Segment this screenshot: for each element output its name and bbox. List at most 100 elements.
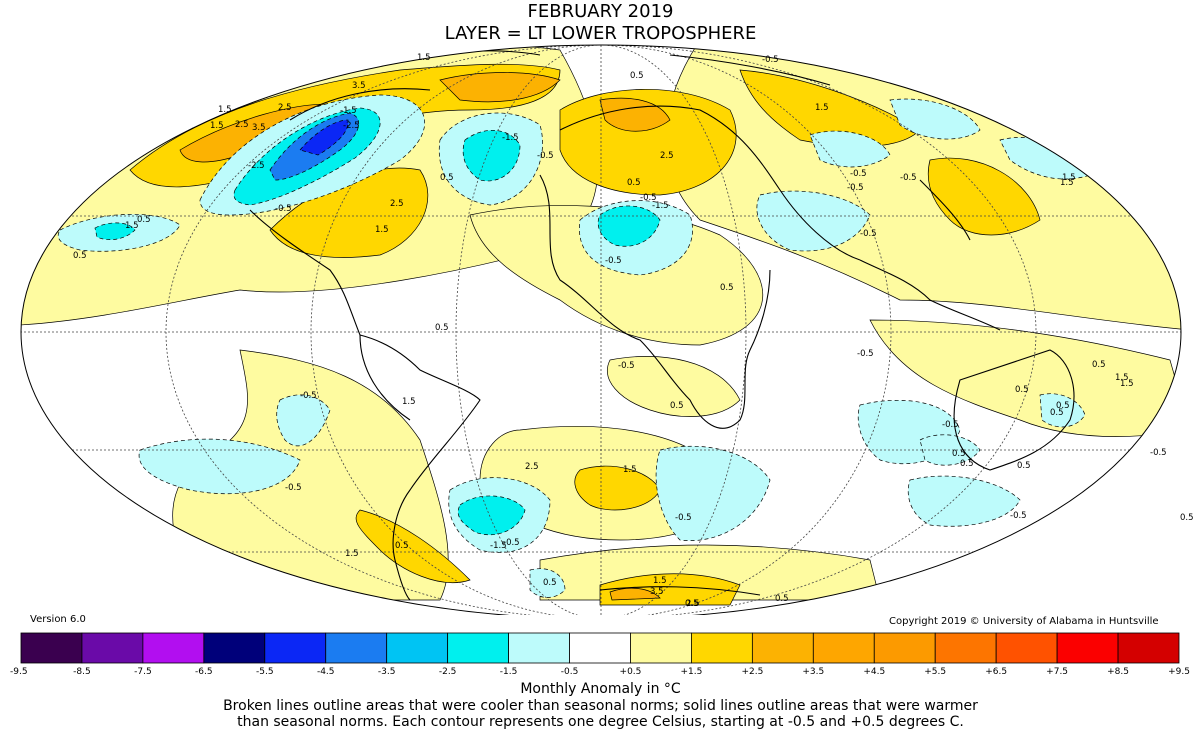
color-tick-label: -4.5 <box>317 667 335 677</box>
contour-label: 1.5 <box>402 397 416 407</box>
contour-label: -0.5 <box>1150 448 1167 458</box>
contour-label: 3.5 <box>352 81 366 91</box>
contour-label: -0.5 <box>300 391 317 401</box>
contour-label: 1.5 <box>218 105 232 115</box>
contour-label: -0.5 <box>537 151 554 161</box>
contour-label: 0.5 <box>395 541 409 551</box>
contour-label: 0.5 <box>627 178 641 188</box>
contour-label: 1.5 <box>1120 379 1134 389</box>
contour-label: 1.5 <box>417 53 431 63</box>
contour-label: 3.5 <box>252 123 266 133</box>
contour-label: 0.5 <box>440 173 454 183</box>
cool-anomaly-very-strong <box>299 119 349 156</box>
color-tick-label: +8.5 <box>1107 667 1129 677</box>
color-tick-label: +5.5 <box>924 667 946 677</box>
contour-label: -0.5 <box>503 538 520 548</box>
coastlines <box>249 50 1075 601</box>
color-tick-label: +3.5 <box>802 667 824 677</box>
contour-label: 1.5 <box>125 221 139 231</box>
anomaly-map: 1.53.52.51.5 2.51.50.5-0.5-1.5-2.5-0.5-1.… <box>20 44 1194 615</box>
contour-labels: 1.53.52.51.5 2.51.50.5-0.5-1.5-2.5-0.5-1.… <box>73 53 1194 609</box>
contour-label: 1.5 <box>375 225 389 235</box>
contour-label: 0.5 <box>73 251 87 261</box>
color-tick-label: -9.5 <box>10 667 28 677</box>
contour-label: 1.5 <box>815 103 829 113</box>
contour-label: 2.5 <box>525 462 539 472</box>
color-swatch <box>508 632 570 664</box>
contour-label: -0.5 <box>762 55 779 65</box>
color-swatch <box>325 632 388 664</box>
color-swatch <box>142 632 205 664</box>
color-swatch <box>264 632 327 664</box>
contour-label: -0.5 <box>857 349 874 359</box>
color-tick-label: +1.5 <box>680 667 702 677</box>
color-swatch <box>630 632 692 664</box>
contour-label: 1.5 <box>1115 373 1129 383</box>
color-swatch <box>1117 632 1180 664</box>
contour-label: 2.5 <box>235 120 249 130</box>
color-tick-label: +2.5 <box>741 667 763 677</box>
color-swatch <box>934 632 997 664</box>
contour-label: 0.5 <box>775 594 789 604</box>
anomaly-fields <box>21 45 1181 615</box>
color-tick-label: +0.5 <box>620 667 642 677</box>
contour-label: -0.5 <box>942 420 959 430</box>
contour-label: 0.5 <box>1180 513 1194 523</box>
color-tick-label: -2.5 <box>439 667 457 677</box>
color-tick-label: -5.5 <box>256 667 274 677</box>
units-caption: Monthly Anomaly in °C <box>520 681 681 697</box>
contour-label: 2.5 <box>660 151 674 161</box>
color-swatch <box>81 632 144 664</box>
contour-label: -1.5 <box>652 201 669 211</box>
contour-label: 1.5 <box>653 576 667 586</box>
color-swatch <box>569 632 631 664</box>
contour-label: 0.5 <box>1050 408 1064 418</box>
contour-label: 1.5 <box>210 121 224 131</box>
contour-label: -0.5 <box>847 183 864 193</box>
legend-note-line-1: Broken lines outline areas that were coo… <box>223 698 978 714</box>
contour-label: -0.5 <box>1010 511 1027 521</box>
contour-label: 0.5 <box>960 459 974 469</box>
contour-label: -0.5 <box>860 229 877 239</box>
color-swatch <box>873 632 936 664</box>
color-tick-label: +4.5 <box>863 667 885 677</box>
color-swatch <box>751 632 814 664</box>
contour-label: -1.5 <box>490 541 507 551</box>
contour-label: 2.5 <box>278 103 292 113</box>
copyright-label: Copyright 2019 © University of Alabama i… <box>889 616 1159 627</box>
contour-label: 0.5 <box>670 401 684 411</box>
color-swatch <box>20 632 83 664</box>
contour-label: -0.5 <box>900 173 917 183</box>
color-tick-label: -8.5 <box>73 667 91 677</box>
contour-label: 0.5 <box>1017 461 1031 471</box>
contour-label: 2.5 <box>390 199 404 209</box>
color-swatch <box>691 632 753 664</box>
contour-label: 0.5 <box>720 283 734 293</box>
contour-label: -2.5 <box>248 161 265 171</box>
legend-note-line-2: than seasonal norms. Each contour repres… <box>237 714 964 730</box>
color-swatch <box>386 632 449 664</box>
contour-label: 0.5 <box>435 323 449 333</box>
contour-label: 2.5 <box>686 599 700 609</box>
contour-label: 0.5 <box>1056 401 1070 411</box>
contour-label: -1.5 <box>340 106 357 116</box>
color-tick-label: -6.5 <box>195 667 213 677</box>
color-tick-label: -3.5 <box>378 667 396 677</box>
contour-label: -0.5 <box>285 483 302 493</box>
color-tick-label: -7.5 <box>134 667 152 677</box>
contour-label: 0.5 <box>952 449 966 459</box>
contour-label: -1.5 <box>502 133 519 143</box>
contour-label: -0.5 <box>675 513 692 523</box>
contour-label: -0.5 <box>275 204 292 214</box>
color-swatch <box>1056 632 1119 664</box>
color-tick-label: -1.5 <box>500 667 518 677</box>
contour-label: 0.5 <box>543 578 557 588</box>
contour-label: 0.5 <box>137 215 151 225</box>
color-tick-label: +7.5 <box>1046 667 1068 677</box>
color-swatch <box>447 632 509 664</box>
contour-label: 1.5 <box>345 549 359 559</box>
color-tick-label: -0.5 <box>561 667 579 677</box>
color-swatch <box>995 632 1058 664</box>
color-swatch <box>812 632 875 664</box>
globe-outline <box>20 44 1182 615</box>
